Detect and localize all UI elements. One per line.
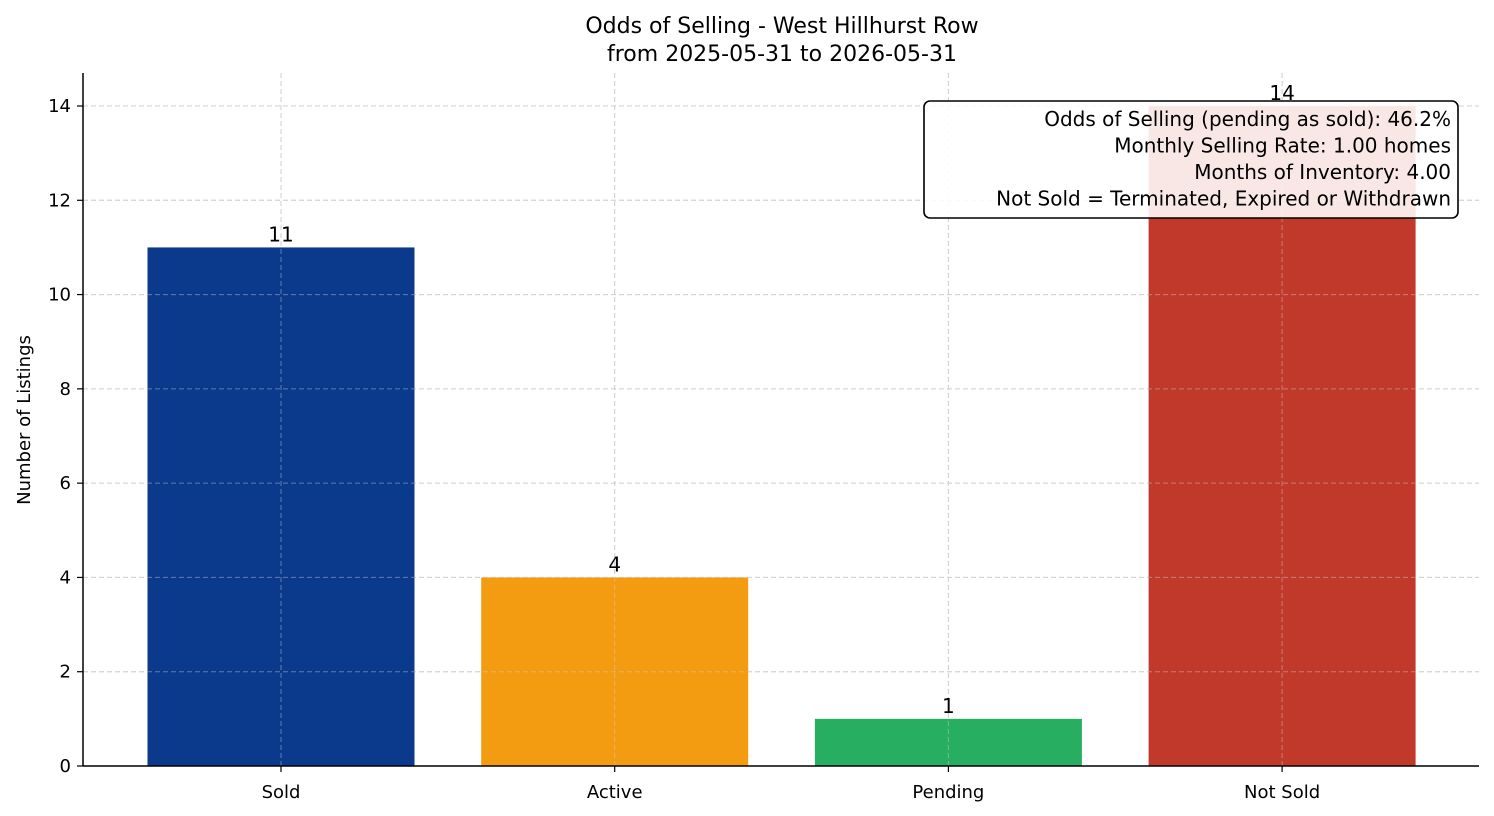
bar-value-label: 4 xyxy=(608,552,621,576)
y-tick-label: 12 xyxy=(48,190,71,211)
bar-value-label: 11 xyxy=(268,222,293,246)
y-tick-label: 2 xyxy=(60,662,71,683)
x-tick-label: Pending xyxy=(912,782,984,803)
info-line: Odds of Selling (pending as sold): 46.2% xyxy=(1044,107,1451,131)
y-tick-label: 14 xyxy=(48,96,71,117)
x-tick-label: Not Sold xyxy=(1244,782,1320,803)
info-line: Months of Inventory: 4.00 xyxy=(1194,160,1451,184)
y-tick-label: 10 xyxy=(48,285,71,306)
info-line: Monthly Selling Rate: 1.00 homes xyxy=(1114,134,1451,158)
bar-active xyxy=(481,577,749,766)
x-tick-label: Sold xyxy=(262,782,301,803)
info-box-background xyxy=(923,100,1459,219)
info-line: Not Sold = Terminated, Expired or Withdr… xyxy=(996,187,1451,211)
chart-subtitle: from 2025-05-31 to 2026-05-31 xyxy=(607,42,957,67)
y-tick-label: 8 xyxy=(60,379,71,400)
bar-pending xyxy=(814,718,1082,766)
y-tick-label: 4 xyxy=(60,567,71,588)
x-tick-label: Active xyxy=(587,782,643,803)
y-tick-label: 0 xyxy=(60,756,71,777)
info-box: Odds of Selling (pending as sold): 46.2%… xyxy=(923,100,1459,219)
y-tick-label: 6 xyxy=(60,473,71,494)
y-axis-label: Number of Listings xyxy=(14,335,35,505)
chart-title: Odds of Selling - West Hillhurst Row xyxy=(585,14,978,39)
bar-sold xyxy=(147,247,415,766)
bar-value-label: 1 xyxy=(942,694,955,718)
